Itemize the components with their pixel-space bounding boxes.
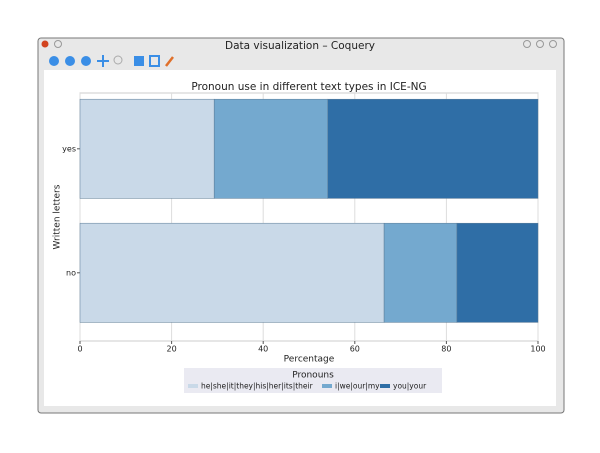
legend-title: Pronouns bbox=[292, 371, 334, 381]
minimize-button[interactable] bbox=[523, 40, 531, 48]
x-tick-label: 40 bbox=[258, 345, 268, 354]
window-title: Data visualization – Coquery bbox=[225, 40, 375, 52]
legend-swatch bbox=[188, 384, 198, 388]
maximize-button[interactable] bbox=[536, 40, 544, 48]
x-tick-label: 60 bbox=[350, 345, 360, 354]
legend-box bbox=[184, 368, 442, 393]
legend-swatch bbox=[380, 384, 390, 388]
close-button[interactable] bbox=[549, 40, 557, 48]
legend-label: he|she|it|they|his|her|its|their bbox=[201, 382, 314, 391]
zoom-button[interactable] bbox=[113, 55, 123, 65]
subplots-button[interactable] bbox=[134, 56, 144, 66]
bar-segment bbox=[213, 98, 329, 199]
legend-label: you|your bbox=[393, 382, 427, 391]
y-axis-label: Written letters bbox=[53, 184, 63, 249]
x-tick-label: 80 bbox=[441, 345, 451, 354]
edit-button[interactable] bbox=[165, 56, 174, 67]
back-button[interactable] bbox=[65, 56, 75, 66]
x-tick-label: 20 bbox=[167, 345, 177, 354]
forward-button[interactable] bbox=[81, 56, 91, 66]
bar-segment bbox=[79, 222, 385, 323]
pan-button[interactable] bbox=[97, 55, 109, 67]
y-tick-label: yes bbox=[62, 144, 76, 153]
bar-segment bbox=[456, 222, 539, 323]
toolbar bbox=[49, 55, 174, 67]
save-button[interactable] bbox=[149, 55, 160, 67]
home-button[interactable] bbox=[49, 56, 59, 66]
plot: 0 20 40 60 80 100 yes no Pronounshe|she|it|they|… bbox=[62, 93, 546, 393]
app-icon bbox=[41, 40, 49, 48]
bar-segment bbox=[383, 222, 458, 323]
x-tick-label: 100 bbox=[530, 345, 545, 354]
bar-segment bbox=[327, 98, 539, 199]
x-axis-label: Percentage bbox=[284, 355, 335, 365]
chart-title: Pronoun use in different text types in I… bbox=[191, 81, 426, 93]
legend: Pronounshe|she|it|they|his|her|its|their… bbox=[184, 368, 442, 393]
x-tick-label: 0 bbox=[77, 345, 82, 354]
y-tick-label: no bbox=[66, 268, 76, 277]
menu-button[interactable] bbox=[54, 40, 62, 48]
legend-swatch bbox=[322, 384, 332, 388]
legend-label: i|we|our|my bbox=[335, 382, 380, 391]
bar-segment bbox=[79, 98, 215, 199]
